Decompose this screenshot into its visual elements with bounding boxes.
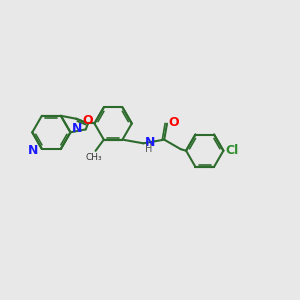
- Text: CH₃: CH₃: [86, 153, 102, 162]
- Text: N: N: [145, 136, 155, 149]
- Text: N: N: [72, 122, 82, 135]
- Text: N: N: [28, 143, 38, 157]
- Text: Cl: Cl: [226, 144, 239, 157]
- Text: O: O: [82, 114, 92, 127]
- Text: O: O: [169, 116, 179, 129]
- Text: H: H: [145, 144, 152, 154]
